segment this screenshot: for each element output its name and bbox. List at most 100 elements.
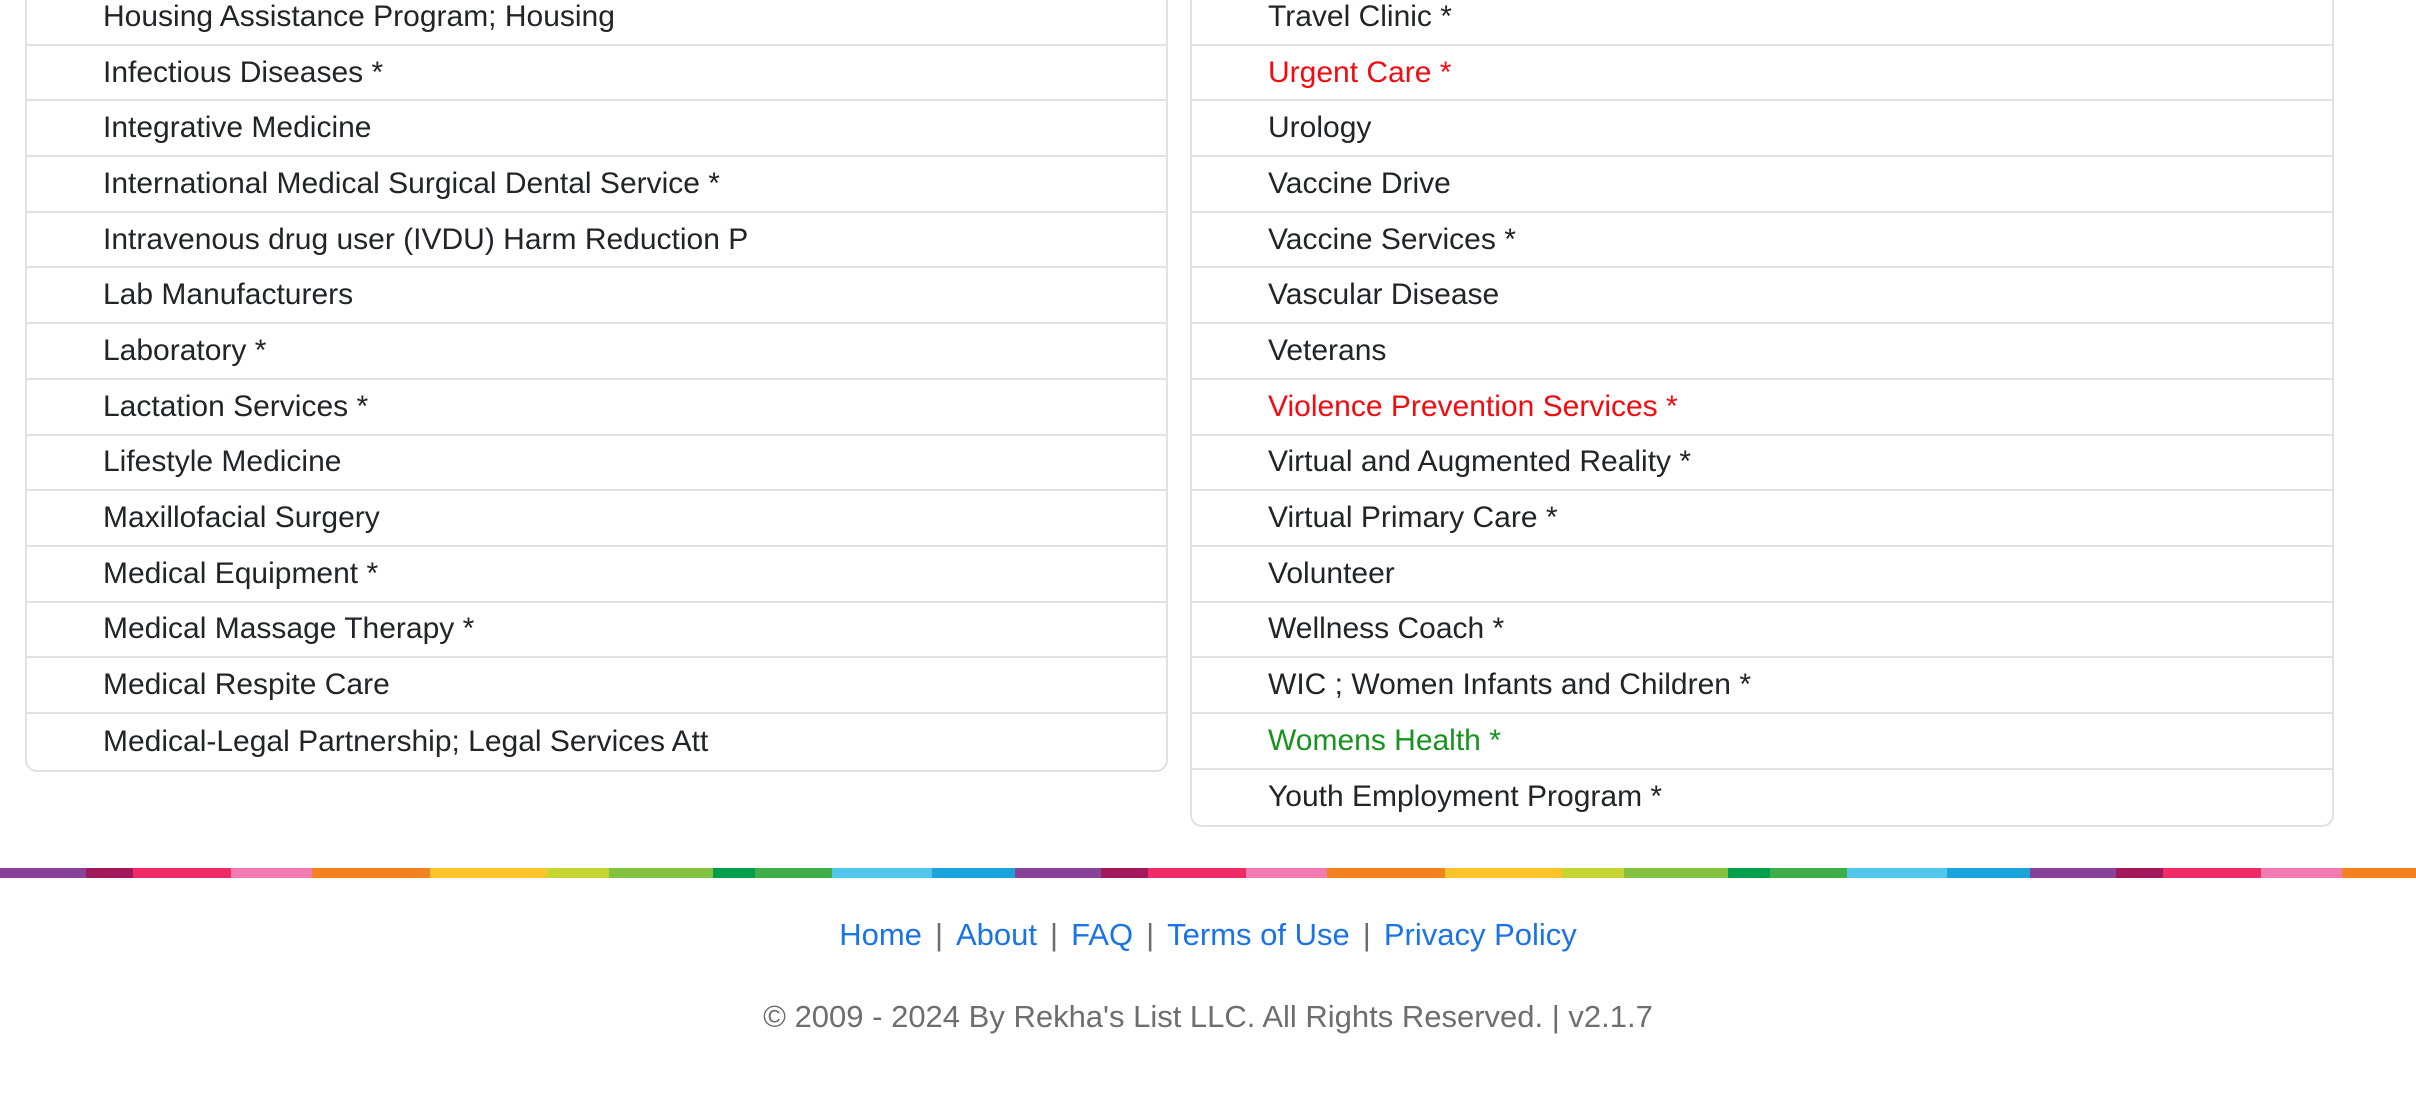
stripe-segment: [1101, 868, 1148, 878]
service-list-item[interactable]: Vaccine Drive: [1192, 157, 2332, 213]
footer-link-separator: |: [1050, 917, 1059, 952]
service-label: Maxillofacial Surgery: [103, 501, 380, 535]
stripe-segment: [1624, 868, 1728, 878]
stripe-segment: [1327, 868, 1445, 878]
service-list-item[interactable]: Medical Massage Therapy *: [27, 603, 1166, 659]
footer-link-separator: |: [1146, 917, 1155, 952]
stripe-segment: [1847, 868, 1947, 878]
service-label: Travel Clinic *: [1268, 0, 1452, 33]
service-label: Urgent Care *: [1268, 55, 1452, 89]
service-label: Virtual and Augmented Reality *: [1268, 445, 1692, 479]
stripe-segment: [86, 868, 133, 878]
service-list-item[interactable]: International Medical Surgical Dental Se…: [27, 157, 1166, 213]
stripe-segment: [547, 868, 609, 878]
copyright-text: © 2009 - 2024 By Rekha's List LLC. All R…: [763, 999, 1653, 1034]
service-list-left-column: Housing Assistance Program; Housing Infec…: [25, 0, 1168, 772]
stripe-segment: [2030, 868, 2116, 878]
footer-link-separator: |: [1362, 917, 1371, 952]
stripe-segment: [2116, 868, 2163, 878]
service-list-item[interactable]: Medical Respite Care: [27, 658, 1166, 714]
stripe-segment: [430, 868, 547, 878]
service-list-item[interactable]: Intravenous drug user (IVDU) Harm Reduct…: [27, 213, 1166, 269]
service-label: Intravenous drug user (IVDU) Harm Reduct…: [103, 222, 749, 256]
stripe-segment: [832, 868, 932, 878]
stripe-segment: [1148, 868, 1246, 878]
service-list-item[interactable]: Integrative Medicine: [27, 101, 1166, 158]
service-label: Lab Manufacturers: [103, 278, 354, 312]
service-list-item[interactable]: Violence Prevention Services *: [1192, 380, 2332, 436]
service-list-item[interactable]: Vascular Disease: [1192, 268, 2332, 325]
stripe-segment: [2342, 868, 2416, 878]
service-list-item[interactable]: Vaccine Services *: [1192, 213, 2332, 269]
service-list-item[interactable]: Lifestyle Medicine: [27, 436, 1166, 492]
footer-link-home[interactable]: Home: [839, 917, 922, 952]
service-label: Wellness Coach *: [1268, 612, 1505, 646]
stripe-segment: [1947, 868, 2030, 878]
service-list-item[interactable]: Travel Clinic *: [1192, 0, 2332, 46]
service-list-item[interactable]: Urology: [1192, 101, 2332, 158]
service-list-right-column: Travel Clinic * Urgent Care * Urology Vacci…: [1190, 0, 2334, 828]
stripe-segment: [1728, 868, 1770, 878]
service-label: Virtual Primary Care *: [1268, 501, 1558, 535]
service-label: Womens Health *: [1268, 723, 1501, 757]
service-list-item[interactable]: Urgent Care *: [1192, 46, 2332, 102]
service-label: Medical Equipment *: [103, 556, 379, 590]
service-list-item[interactable]: Volunteer: [1192, 547, 2332, 603]
footer-link-separator: |: [934, 917, 943, 952]
stripe-segment: [133, 868, 231, 878]
service-list-item[interactable]: Virtual Primary Care *: [1192, 491, 2332, 547]
service-label: Vaccine Drive: [1268, 166, 1451, 200]
footer-link-privacy-policy[interactable]: Privacy Policy: [1383, 917, 1577, 952]
service-list-item[interactable]: Lactation Services *: [27, 380, 1166, 436]
footer-link-about[interactable]: About: [956, 917, 1038, 952]
service-label: Laboratory *: [103, 333, 267, 367]
stripe-segment: [755, 868, 832, 878]
footer-link-faq[interactable]: FAQ: [1071, 917, 1134, 952]
stripe-segment: [1015, 868, 1101, 878]
footer-link-terms-of-use[interactable]: Terms of Use: [1167, 917, 1350, 952]
stripe-segment: [932, 868, 1015, 878]
stripe-segment: [1246, 868, 1327, 878]
service-label: Urology: [1268, 111, 1372, 145]
service-label: Vascular Disease: [1268, 278, 1500, 312]
service-label: International Medical Surgical Dental Se…: [103, 166, 720, 200]
service-list-item[interactable]: Housing Assistance Program; Housing: [27, 0, 1166, 46]
service-label: Medical Respite Care: [103, 668, 390, 702]
service-list-item[interactable]: Infectious Diseases *: [27, 46, 1166, 102]
service-list-item[interactable]: Medical-Legal Partnership; Legal Service…: [27, 714, 1166, 770]
service-label: Housing Assistance Program; Housing: [103, 0, 615, 33]
service-list-item[interactable]: Wellness Coach *: [1192, 603, 2332, 659]
service-label: Medical Massage Therapy *: [103, 612, 475, 646]
service-list-item[interactable]: Youth Employment Program *: [1192, 770, 2332, 826]
service-label: Medical-Legal Partnership; Legal Service…: [103, 724, 709, 758]
service-list-item[interactable]: Laboratory *: [27, 324, 1166, 380]
service-label: Volunteer: [1268, 556, 1395, 590]
service-label: Lifestyle Medicine: [103, 445, 342, 479]
rainbow-divider-bar: [0, 868, 2416, 878]
stripe-segment: [312, 868, 430, 878]
service-list-item[interactable]: Virtual and Augmented Reality *: [1192, 436, 2332, 492]
service-list-item[interactable]: Medical Equipment *: [27, 547, 1166, 603]
stripe-segment: [1445, 868, 1562, 878]
service-label: Violence Prevention Services *: [1268, 389, 1678, 423]
service-label: Veterans: [1268, 333, 1387, 367]
stripe-segment: [0, 868, 86, 878]
service-list-item[interactable]: WIC ; Women Infants and Children *: [1192, 658, 2332, 714]
service-label: Youth Employment Program *: [1268, 780, 1663, 814]
footer-nav: Home | About | FAQ | Terms of Use | Privacy Poli…: [0, 916, 2416, 953]
stripe-segment: [2261, 868, 2342, 878]
service-list-item[interactable]: Veterans: [1192, 324, 2332, 380]
stripe-segment: [1562, 868, 1624, 878]
stripe-segment: [609, 868, 713, 878]
service-list-item[interactable]: Maxillofacial Surgery: [27, 491, 1166, 547]
service-label: Lactation Services *: [103, 389, 369, 423]
service-label: Integrative Medicine: [103, 111, 372, 145]
stripe-segment: [2163, 868, 2261, 878]
service-label: Infectious Diseases *: [103, 55, 384, 89]
service-list-item[interactable]: Lab Manufacturers: [27, 268, 1166, 325]
stripe-segment: [713, 868, 755, 878]
stripe-segment: [231, 868, 312, 878]
service-list-item[interactable]: Womens Health *: [1192, 714, 2332, 770]
service-label: WIC ; Women Infants and Children *: [1268, 668, 1751, 702]
service-label: Vaccine Services *: [1268, 222, 1516, 256]
